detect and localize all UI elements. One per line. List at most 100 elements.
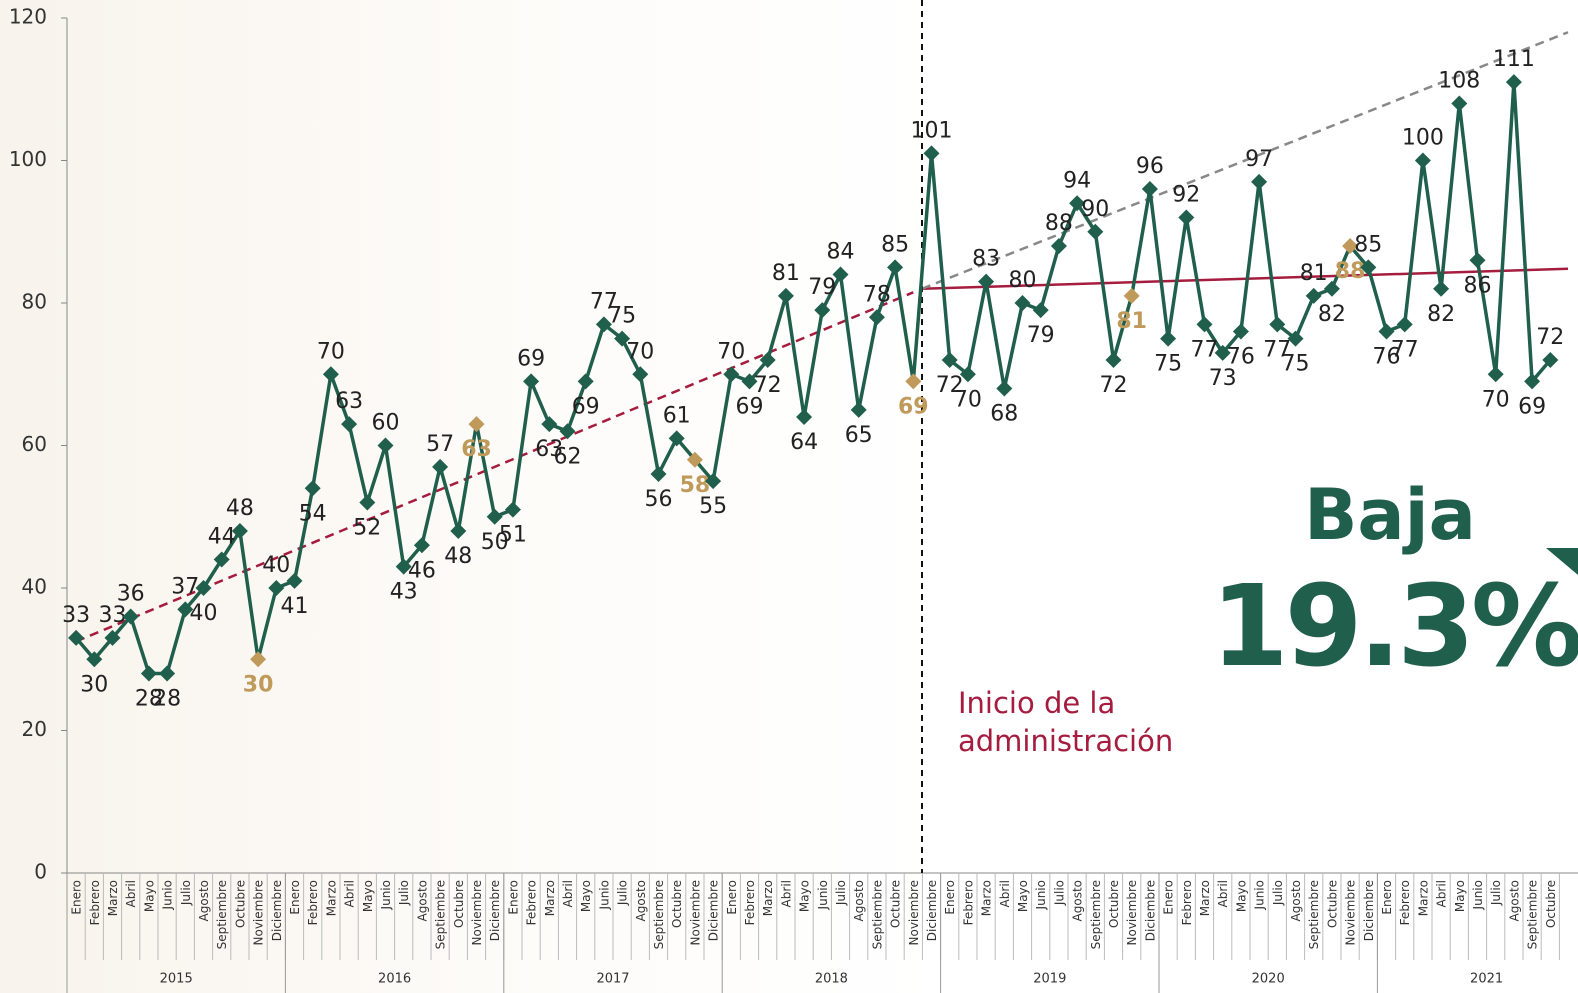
x-tick-label: Abril — [561, 880, 575, 907]
x-tick-label: Mayo — [1016, 880, 1030, 912]
data-marker — [632, 366, 648, 382]
year-label: 2015 — [160, 972, 193, 987]
x-tick-label: Abril — [998, 880, 1012, 907]
data-marker — [851, 402, 867, 418]
data-label: 92 — [1172, 183, 1200, 208]
x-tick-label: Septiembre — [434, 880, 448, 949]
annotation-line: Inicio de la — [958, 686, 1115, 720]
x-tick-label: Diciembre — [925, 880, 939, 941]
x-tick-label: Abril — [1435, 880, 1449, 907]
headline: Baja — [1304, 474, 1476, 556]
data-label: 84 — [827, 240, 855, 265]
data-label: 81 — [1300, 261, 1328, 286]
chart: 020406080100120EneroFebreroMarzoAbrilMay… — [0, 0, 1578, 993]
data-marker — [1051, 238, 1067, 254]
x-tick-label: Diciembre — [707, 880, 721, 941]
data-label: 96 — [1136, 154, 1164, 179]
data-marker — [924, 145, 940, 161]
x-tick-label: Octubre — [1325, 880, 1339, 928]
year-label: 2018 — [815, 972, 848, 987]
data-label: 86 — [1464, 273, 1492, 298]
x-tick-label: Marzo — [324, 880, 338, 916]
x-tick-label: Abril — [124, 880, 138, 907]
x-tick-label: Enero — [288, 880, 302, 915]
data-marker — [651, 466, 667, 482]
data-marker — [323, 366, 339, 382]
x-tick-label: Marzo — [761, 880, 775, 916]
data-label: 57 — [426, 432, 454, 457]
x-tick-label: Marzo — [1198, 880, 1212, 916]
x-tick-label: Diciembre — [1143, 880, 1157, 941]
data-marker — [1397, 316, 1413, 332]
data-marker — [1506, 74, 1522, 90]
x-tick-label: Octubre — [889, 880, 903, 928]
data-label: 44 — [208, 525, 236, 550]
data-marker — [1178, 210, 1194, 226]
data-marker — [796, 409, 812, 425]
data-marker — [814, 302, 830, 318]
data-marker — [1488, 366, 1504, 382]
data-label: 88 — [1335, 259, 1366, 284]
x-tick-label: Octubre — [1107, 880, 1121, 928]
data-label: 73 — [1209, 366, 1237, 391]
data-label: 83 — [972, 247, 1000, 272]
data-marker — [1470, 252, 1486, 268]
data-marker — [1160, 331, 1176, 347]
data-label: 82 — [1427, 302, 1455, 327]
data-marker — [505, 502, 521, 518]
x-tick-label: Marzo — [543, 880, 557, 916]
data-label: 55 — [699, 494, 727, 519]
data-marker — [159, 666, 175, 682]
data-marker — [1451, 96, 1467, 112]
data-label: 72 — [1100, 373, 1128, 398]
data-label: 70 — [317, 339, 345, 364]
data-label: 52 — [353, 516, 381, 541]
data-label: 88 — [1045, 211, 1073, 236]
data-label: 100 — [1402, 126, 1444, 151]
data-label: 48 — [226, 496, 254, 521]
data-label: 82 — [1318, 302, 1346, 327]
data-label: 69 — [736, 394, 764, 419]
data-marker — [905, 373, 921, 389]
x-tick-label: Octubre — [233, 880, 247, 928]
data-marker — [778, 288, 794, 304]
x-tick-label: Enero — [1380, 880, 1394, 915]
data-marker — [1251, 174, 1267, 190]
x-tick-label: Julio — [1489, 880, 1503, 906]
data-label: 97 — [1245, 147, 1273, 172]
data-marker — [523, 373, 539, 389]
x-tick-label: Febrero — [88, 880, 102, 925]
x-tick-label: Julio — [616, 880, 630, 906]
data-label: 85 — [1354, 232, 1382, 257]
data-label: 33 — [62, 603, 90, 628]
data-label: 80 — [1009, 268, 1037, 293]
x-tick-label: Julio — [397, 880, 411, 906]
year-label: 2017 — [596, 972, 629, 987]
data-marker — [1415, 153, 1431, 169]
x-tick-label: Junio — [597, 880, 611, 910]
data-label: 33 — [99, 603, 127, 628]
x-tick-label: Abril — [1216, 880, 1230, 907]
data-marker — [469, 416, 485, 432]
x-tick-label: Agosto — [415, 880, 429, 921]
x-tick-label: Junio — [161, 880, 175, 910]
data-marker — [359, 495, 375, 511]
y-tick-label: 60 — [22, 432, 47, 456]
x-tick-label: Septiembre — [215, 880, 229, 949]
x-tick-label: Septiembre — [652, 880, 666, 949]
x-tick-label: Abril — [779, 880, 793, 907]
data-label: 56 — [645, 487, 673, 512]
x-tick-label: Agosto — [1289, 880, 1303, 921]
x-tick-label: Octubre — [670, 880, 684, 928]
x-tick-label: Septiembre — [1526, 880, 1540, 949]
data-label: 63 — [335, 389, 363, 414]
x-tick-label: Septiembre — [870, 880, 884, 949]
x-tick-label: Septiembre — [1307, 880, 1321, 949]
data-marker — [1142, 181, 1158, 197]
y-tick-label: 20 — [22, 717, 47, 741]
data-label: 69 — [517, 346, 545, 371]
x-tick-label: Marzo — [980, 880, 994, 916]
x-tick-label: Abril — [343, 880, 357, 907]
data-label: 81 — [772, 261, 800, 286]
x-tick-label: Diciembre — [1362, 880, 1376, 941]
